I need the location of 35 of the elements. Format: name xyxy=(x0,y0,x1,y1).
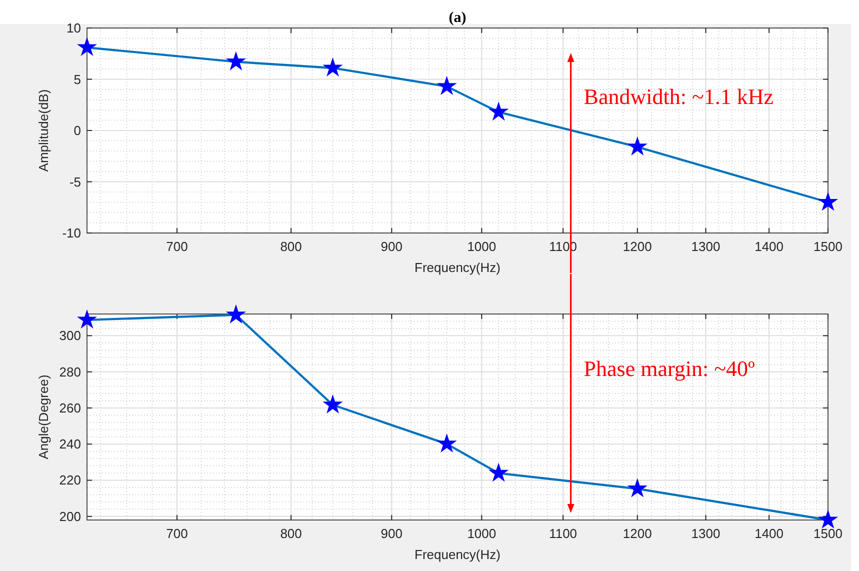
y-tick-label: 0 xyxy=(74,123,81,138)
x-tick-label: 1400 xyxy=(754,526,784,541)
x-tick-label: 1500 xyxy=(814,526,842,541)
x-tick-label: 800 xyxy=(280,526,302,541)
y-axis-title: Angle(Degree) xyxy=(36,374,51,460)
y-tick-label: 200 xyxy=(59,508,81,524)
annotation: Bandwidth: ~1.1 kHz xyxy=(584,84,774,109)
x-tick-label: 900 xyxy=(380,526,403,541)
y-tick-label: -5 xyxy=(69,174,81,190)
x-tick-label: 1200 xyxy=(622,239,652,254)
x-tick-label: 1100 xyxy=(549,526,578,541)
y-tick-label: 280 xyxy=(59,364,81,380)
x-tick-label: 800 xyxy=(280,239,302,254)
y-tick-label: -10 xyxy=(62,226,81,240)
x-tick-label: 1500 xyxy=(814,239,842,254)
x-tick-label: 1300 xyxy=(691,526,720,541)
x-tick-label: 1000 xyxy=(467,526,496,541)
y-tick-label: 5 xyxy=(74,72,81,87)
x-tick-label: 1400 xyxy=(754,239,784,254)
x-axis-title: Frequency(Hz) xyxy=(414,260,500,275)
x-tick-label: 1300 xyxy=(691,239,720,254)
y-tick-label: 10 xyxy=(66,20,81,36)
x-axis-title: Frequency(Hz) xyxy=(414,547,500,562)
y-tick-label: 240 xyxy=(59,436,81,452)
y-tick-label: 300 xyxy=(59,328,81,344)
x-tick-label: 1200 xyxy=(622,526,652,541)
x-tick-label: 900 xyxy=(380,239,403,254)
x-tick-label: 1000 xyxy=(467,239,496,254)
y-tick-label: 260 xyxy=(59,400,81,416)
y-axis-title: Amplitude(dB) xyxy=(36,89,51,172)
x-tick-label: 700 xyxy=(166,239,188,254)
annotation: Phase margin: ~40º xyxy=(584,356,756,381)
x-tick-label: 700 xyxy=(166,526,188,541)
y-tick-label: 220 xyxy=(59,472,81,488)
chart-title: (a) xyxy=(448,10,466,26)
